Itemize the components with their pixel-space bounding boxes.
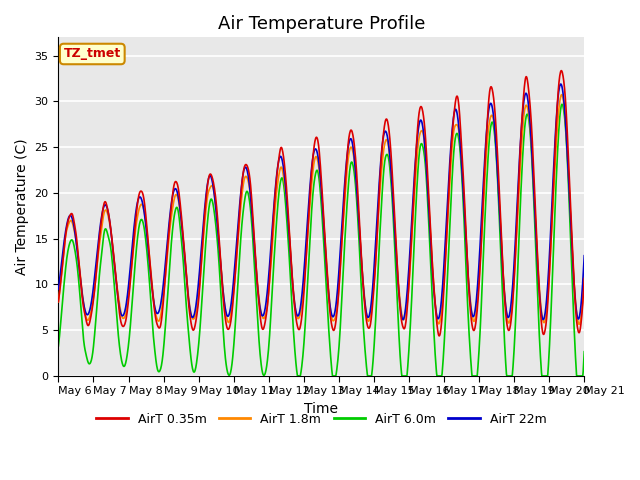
Title: Air Temperature Profile: Air Temperature Profile bbox=[218, 15, 425, 33]
Y-axis label: Air Temperature (C): Air Temperature (C) bbox=[15, 138, 29, 275]
Text: TZ_tmet: TZ_tmet bbox=[63, 48, 121, 60]
X-axis label: Time: Time bbox=[305, 402, 339, 416]
Legend: AirT 0.35m, AirT 1.8m, AirT 6.0m, AirT 22m: AirT 0.35m, AirT 1.8m, AirT 6.0m, AirT 2… bbox=[92, 408, 551, 431]
